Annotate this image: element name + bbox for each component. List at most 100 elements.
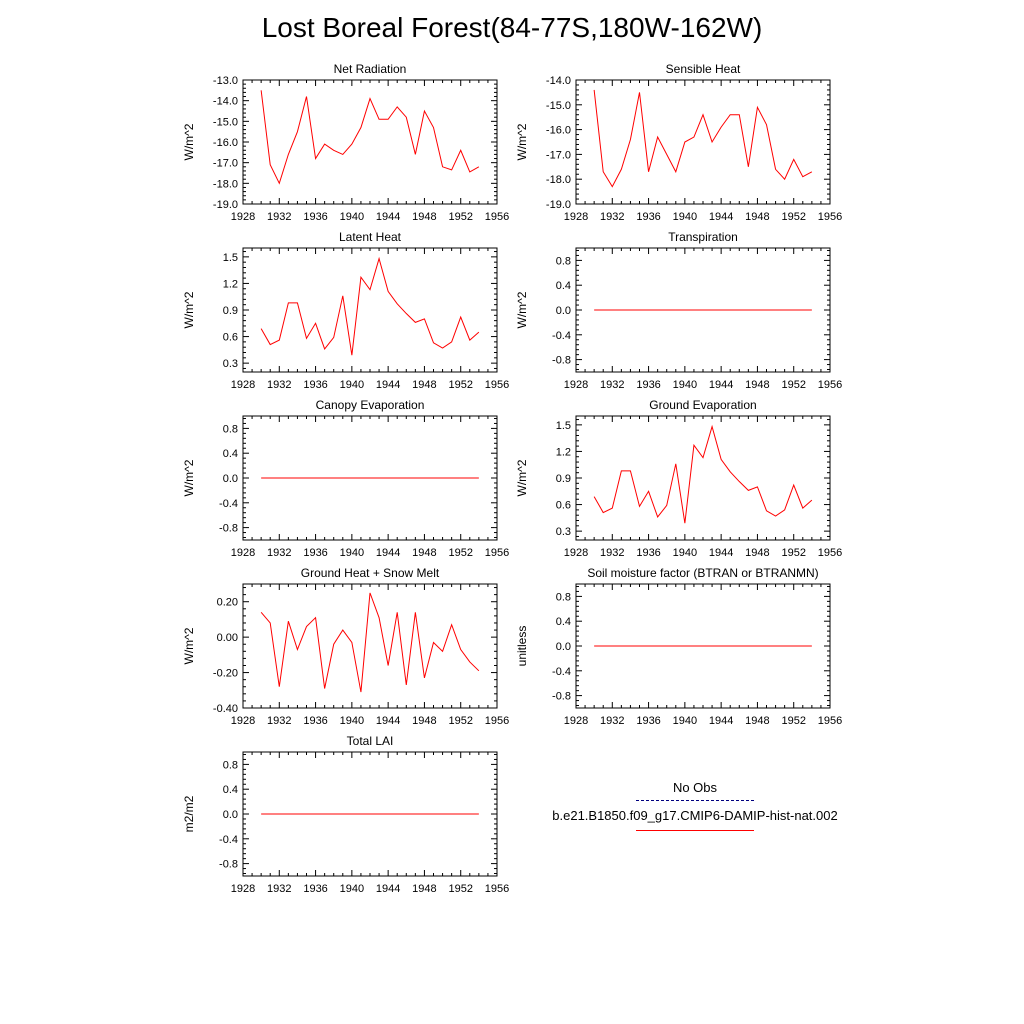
x-tick-label: 1940 — [673, 547, 697, 559]
y-tick-label: -14.0 — [546, 75, 571, 87]
chart-title: Canopy Evaporation — [316, 398, 425, 412]
x-tick-label: 1952 — [448, 547, 472, 559]
y-tick-label: -0.8 — [552, 355, 571, 367]
y-tick-label: 0.4 — [556, 616, 571, 628]
x-tick-label: 1940 — [340, 715, 364, 727]
chart-panel: Sensible Heat 1928 1932 1936 1940 1944 1948 195… — [515, 62, 842, 223]
chart-panel: Soil moisture factor (BTRAN or BTRANMN) 1… — [515, 566, 842, 727]
y-tick-label: 0.8 — [556, 255, 571, 267]
y-tick-label: 0.0 — [556, 305, 571, 317]
series-line — [260, 256, 480, 356]
x-tick-label: 1932 — [600, 211, 624, 223]
x-tick-label: 1956 — [818, 211, 842, 223]
y-tick-label: 0.8 — [223, 423, 238, 435]
x-tick-label: 1936 — [303, 883, 327, 895]
x-tick-label: 1952 — [781, 379, 805, 391]
x-tick-label: 1940 — [340, 547, 364, 559]
x-tick-label: 1948 — [412, 379, 436, 391]
y-tick-label: -14.0 — [213, 96, 238, 108]
chart-title: Sensible Heat — [666, 62, 741, 76]
y-tick-label: -19.0 — [546, 199, 571, 211]
y-tick-label: 0.6 — [223, 332, 238, 344]
y-tick-label: 0.0 — [556, 641, 571, 653]
y-tick-label: 0.4 — [223, 448, 238, 460]
x-tick-label: 1936 — [303, 547, 327, 559]
y-axis-label: W/m^2 — [182, 627, 196, 664]
chart-title: Net Radiation — [334, 62, 407, 76]
x-tick-label: 1948 — [745, 715, 769, 727]
x-tick-label: 1928 — [564, 379, 588, 391]
legend: No Obs b.e21.B1850.f09_g17.CMIP6-DAMIP-h… — [520, 778, 870, 848]
x-tick-label: 1944 — [709, 547, 733, 559]
y-tick-label: -0.4 — [552, 330, 571, 342]
chart-panel: Latent Heat 1928 1932 1936 1940 1944 1948 1952 1… — [182, 230, 509, 391]
x-tick-label: 1944 — [376, 379, 400, 391]
y-axis-label: W/m^2 — [182, 459, 196, 496]
x-tick-label: 1936 — [303, 379, 327, 391]
x-tick-label: 1928 — [564, 211, 588, 223]
x-tick-label: 1928 — [564, 715, 588, 727]
chart-title: Ground Evaporation — [649, 398, 756, 412]
x-tick-label: 1948 — [412, 547, 436, 559]
y-tick-label: -0.8 — [219, 523, 238, 535]
y-tick-label: -16.0 — [546, 125, 571, 137]
chart-title: Latent Heat — [339, 230, 402, 244]
x-tick-label: 1940 — [673, 715, 697, 727]
x-tick-label: 1952 — [448, 211, 472, 223]
x-tick-label: 1928 — [564, 547, 588, 559]
x-tick-label: 1936 — [303, 715, 327, 727]
x-tick-label: 1944 — [709, 715, 733, 727]
x-tick-label: 1948 — [745, 379, 769, 391]
y-tick-label: 1.2 — [556, 446, 571, 458]
y-tick-label: -17.0 — [213, 158, 238, 170]
x-tick-label: 1940 — [340, 211, 364, 223]
x-tick-label: 1956 — [485, 883, 509, 895]
y-tick-label: 0.0 — [223, 473, 238, 485]
x-tick-label: 1952 — [448, 715, 472, 727]
x-tick-label: 1956 — [485, 547, 509, 559]
chart-panel: Ground Heat + Snow Melt 1928 1932 1936 1940 1… — [182, 566, 509, 727]
y-tick-label: 0.8 — [223, 759, 238, 771]
x-tick-label: 1936 — [636, 715, 660, 727]
series-line — [260, 90, 480, 185]
legend-model-label: b.e21.B1850.f09_g17.CMIP6-DAMIP-hist-nat… — [552, 808, 838, 823]
y-axis-label: W/m^2 — [515, 123, 529, 160]
chart-title: Total LAI — [347, 734, 394, 748]
y-axis-label: m2/m2 — [182, 795, 196, 832]
series-line — [593, 424, 813, 524]
x-tick-label: 1952 — [448, 379, 472, 391]
x-tick-label: 1940 — [673, 379, 697, 391]
x-tick-label: 1940 — [340, 883, 364, 895]
chart-panel: Total LAI 1928 1932 1936 1940 1944 1948 1952 195… — [182, 734, 509, 895]
y-tick-label: -0.40 — [213, 703, 238, 715]
x-tick-label: 1932 — [267, 883, 291, 895]
y-tick-label: -0.4 — [552, 666, 571, 678]
x-tick-label: 1952 — [781, 715, 805, 727]
y-tick-label: 1.2 — [223, 278, 238, 290]
y-tick-label: 0.4 — [223, 784, 238, 796]
y-tick-label: -0.4 — [219, 834, 238, 846]
x-tick-label: 1948 — [412, 715, 436, 727]
x-tick-label: 1948 — [745, 211, 769, 223]
y-tick-label: 0.6 — [556, 500, 571, 512]
x-tick-label: 1956 — [485, 715, 509, 727]
y-tick-label: -0.8 — [552, 691, 571, 703]
x-tick-label: 1932 — [267, 211, 291, 223]
x-tick-label: 1928 — [231, 211, 255, 223]
legend-obs-label: No Obs — [672, 780, 718, 795]
y-tick-label: 0.20 — [217, 597, 238, 609]
y-axis-label: W/m^2 — [182, 291, 196, 328]
x-tick-label: 1956 — [485, 379, 509, 391]
y-tick-label: 0.9 — [223, 305, 238, 317]
y-tick-label: -0.8 — [219, 859, 238, 871]
page-title: Lost Boreal Forest(84-77S,180W-162W) — [261, 12, 763, 43]
chart-panel: Transpiration 1928 1932 1936 1940 1944 1948 195… — [515, 230, 842, 391]
chart-title: Soil moisture factor (BTRAN or BTRANMN) — [587, 566, 818, 580]
y-tick-label: 1.5 — [556, 420, 571, 432]
x-tick-label: 1932 — [600, 547, 624, 559]
x-tick-label: 1956 — [818, 547, 842, 559]
chart-panel: Canopy Evaporation 1928 1932 1936 1940 1944 19… — [182, 398, 509, 559]
series-line — [593, 89, 813, 188]
x-tick-label: 1944 — [376, 883, 400, 895]
series-line — [260, 592, 480, 693]
